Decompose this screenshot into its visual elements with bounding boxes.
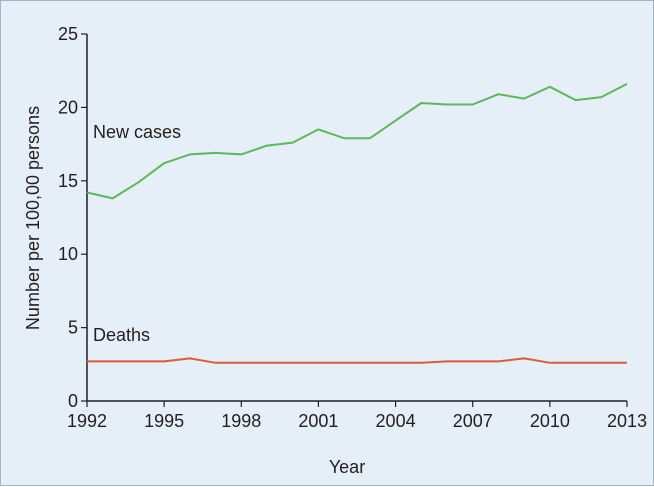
series-line-deaths <box>87 358 627 362</box>
axes: 0 5 10 15 20 25 1992 1995 1998 2001 2004 2007 2010 20… <box>58 24 647 431</box>
y-tick-label: 10 <box>58 244 78 264</box>
y-tick-label: 0 <box>68 391 78 411</box>
x-tick-label: 1992 <box>67 411 107 431</box>
y-axis-title: Number per 100,00 persons <box>23 106 43 330</box>
x-tick-label: 1995 <box>144 411 184 431</box>
x-tick-label: 2010 <box>530 411 570 431</box>
y-tick-label: 5 <box>68 318 78 338</box>
y-tick-label: 15 <box>58 171 78 191</box>
y-tick-label: 20 <box>58 97 78 117</box>
x-tick-label: 1998 <box>221 411 261 431</box>
x-tick-label: 2007 <box>453 411 493 431</box>
series-label-deaths: Deaths <box>93 325 150 345</box>
y-tick-label: 25 <box>58 24 78 44</box>
x-tick-label: 2013 <box>607 411 647 431</box>
x-tick-label: 2004 <box>376 411 416 431</box>
series-label-new-cases: New cases <box>93 122 181 142</box>
x-tick-label: 2001 <box>298 411 338 431</box>
x-axis-title: Year <box>329 457 365 477</box>
